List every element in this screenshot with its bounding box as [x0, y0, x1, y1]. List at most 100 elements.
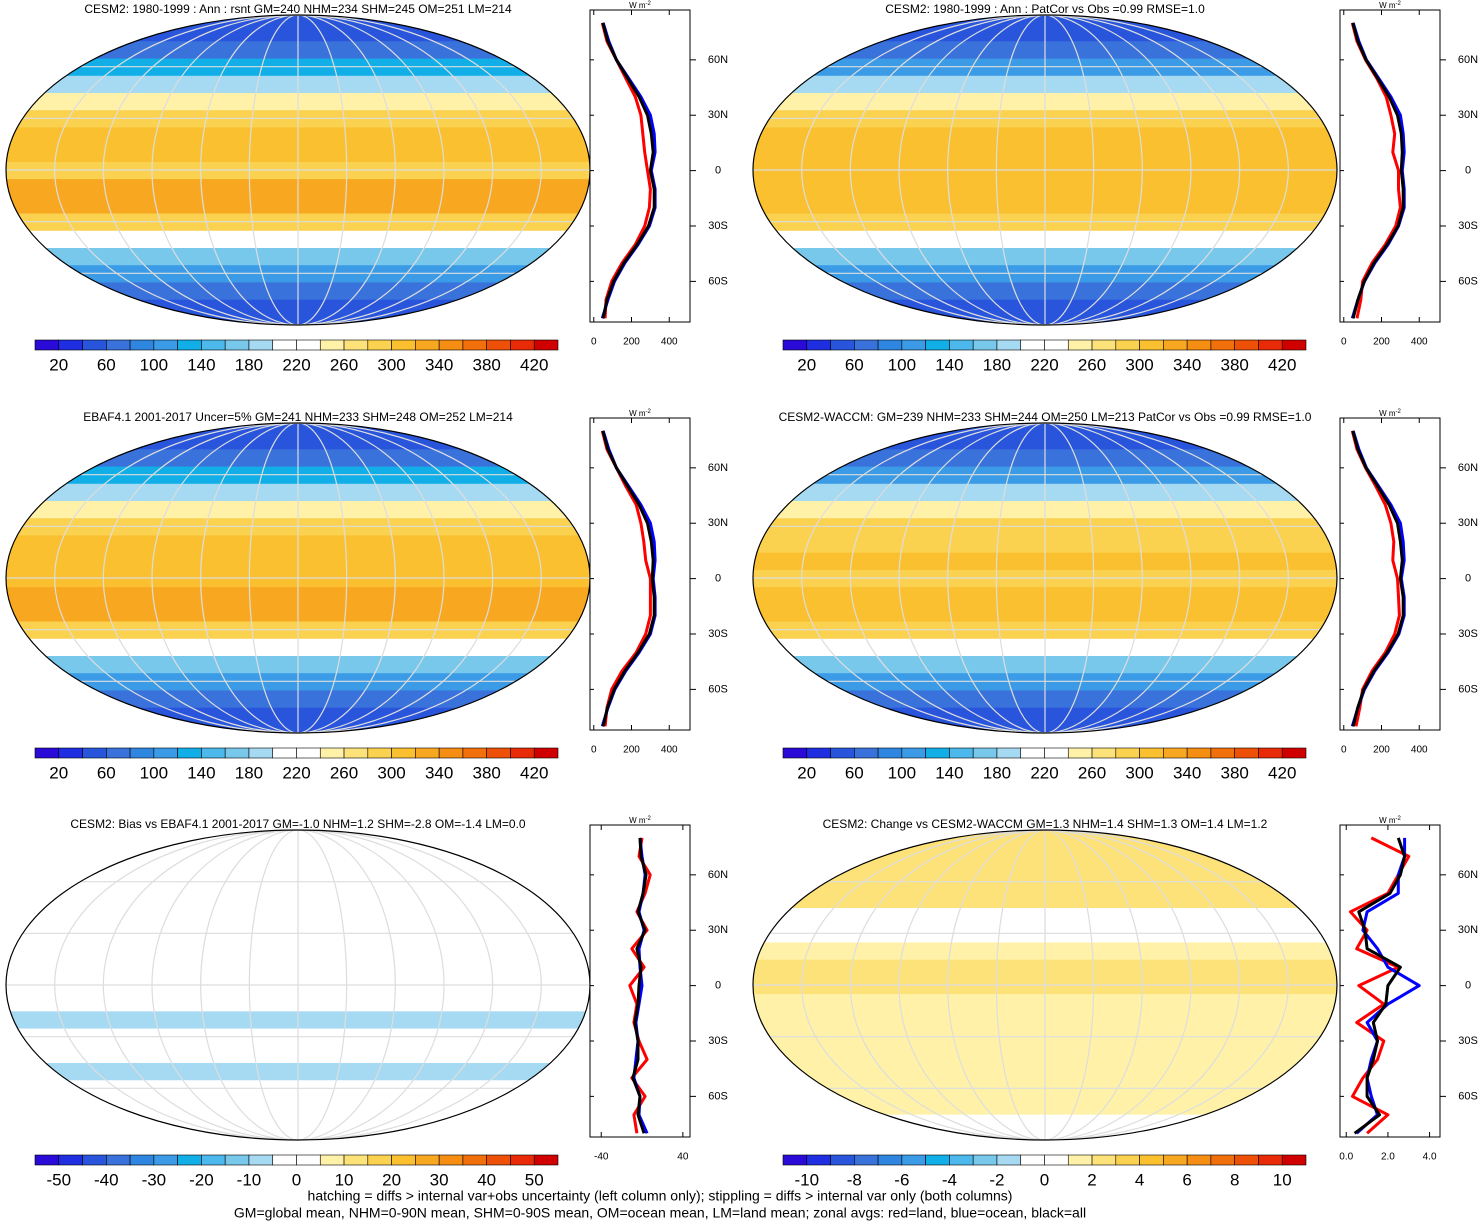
colorbar-box	[1139, 1154, 1164, 1166]
y-tick-label: 60N	[1458, 869, 1478, 881]
colorbar-box	[806, 1154, 831, 1166]
colorbar-tick-label: 60	[845, 355, 864, 374]
colorbar-box	[272, 747, 297, 759]
colorbar-box	[949, 747, 974, 759]
colorbar-tick-label: 20	[797, 763, 816, 782]
colorbar-box	[34, 1154, 60, 1166]
colorbar-box	[1020, 339, 1045, 351]
colorbar-box	[901, 747, 926, 759]
colorbar-box	[533, 339, 559, 351]
colorbar-box	[82, 339, 107, 351]
colorbar-box	[367, 747, 392, 759]
y-tick-label: 60N	[1458, 462, 1478, 474]
colorbar-box	[248, 1154, 274, 1166]
colorbar-box	[391, 747, 416, 759]
x-tick-label: 0	[1341, 337, 1347, 348]
colorbar-tick-label: 10	[335, 1170, 354, 1189]
x-tick-label: 0	[591, 745, 597, 756]
y-tick-label: 30N	[1458, 109, 1478, 121]
y-tick-label: 60S	[708, 275, 728, 287]
y-tick-label: 30S	[708, 628, 728, 640]
colorbar-box	[1258, 1154, 1283, 1166]
colorbar-tick-label: 420	[1268, 763, 1296, 782]
zonal-unit: W m-2	[629, 1, 651, 11]
colorbar-box	[248, 747, 274, 759]
y-tick-label: 30N	[1458, 517, 1478, 529]
colorbar-box	[1044, 747, 1069, 759]
colorbar-tick-label: 50	[525, 1170, 544, 1189]
colorbar-box	[438, 747, 464, 759]
colorbar-box	[972, 747, 998, 759]
colorbar-tick-label: 420	[520, 763, 548, 782]
colorbar-box	[415, 339, 440, 351]
colorbar-box	[438, 339, 464, 351]
colorbar-tick-label: 60	[97, 763, 116, 782]
colorbar-box	[1210, 747, 1235, 759]
y-tick-label: 30N	[708, 109, 728, 121]
colorbar-box	[129, 339, 155, 351]
colorbar-box	[996, 1154, 1022, 1166]
colorbar-box	[248, 339, 274, 351]
colorbar-tick-label: 180	[983, 763, 1011, 782]
colorbar-box	[319, 339, 345, 351]
colorbar-box	[82, 1154, 107, 1166]
x-tick-label: 400	[661, 745, 678, 756]
y-tick-label: 30S	[1458, 628, 1478, 640]
y-tick-label: 60N	[708, 462, 728, 474]
x-tick-label: 200	[1373, 337, 1390, 348]
colorbar-tick-label: 8	[1230, 1170, 1239, 1189]
colorbar-box	[272, 1154, 297, 1166]
colorbar-box	[153, 747, 178, 759]
colorbar-box	[949, 1154, 974, 1166]
colorbar-tick-label: 340	[1173, 763, 1201, 782]
colorbar-tick-label: -2	[989, 1170, 1004, 1189]
colorbar-tick-label: 0	[292, 1170, 301, 1189]
colorbar-box	[1067, 747, 1093, 759]
colorbar-box	[1186, 339, 1212, 351]
x-tick-label: 400	[1411, 337, 1428, 348]
colorbar-box	[34, 747, 60, 759]
y-tick-label: 60S	[1458, 683, 1478, 695]
colorbar-tick-label: 0	[1040, 1170, 1049, 1189]
colorbar-box	[391, 339, 416, 351]
colorbar-tick-label: -4	[942, 1170, 957, 1189]
colorbar-box	[1281, 339, 1307, 351]
colorbar-tick-label: -30	[142, 1170, 167, 1189]
map	[6, 830, 590, 1140]
zonal-unit: W m-2	[1379, 1, 1401, 11]
colorbar-box	[272, 339, 297, 351]
colorbar-tick-label: 60	[97, 355, 116, 374]
colorbar-tick-label: 10	[1273, 1170, 1292, 1189]
map-border	[752, 829, 1338, 1141]
colorbar-box	[1044, 339, 1069, 351]
colorbar-box	[1258, 747, 1283, 759]
colorbar-box	[854, 747, 879, 759]
colorbar-box	[106, 747, 131, 759]
colorbar-box	[901, 339, 926, 351]
colorbar-box	[462, 1154, 487, 1166]
colorbar-box	[877, 747, 903, 759]
colorbar-box	[1115, 1154, 1140, 1166]
colorbar-box	[343, 747, 369, 759]
colorbar-box	[830, 1154, 855, 1166]
colorbar-box	[201, 747, 226, 759]
colorbar-tick-label: 2	[1087, 1170, 1096, 1189]
colorbar-tick-label: 180	[235, 763, 263, 782]
colorbar-tick-label: 4	[1135, 1170, 1144, 1189]
colorbar-box	[1115, 339, 1140, 351]
y-tick-label: 60N	[1458, 54, 1478, 66]
colorbar-box	[1163, 747, 1188, 759]
y-tick-label: 60N	[708, 869, 728, 881]
colorbar-tick-label: -40	[94, 1170, 119, 1189]
colorbar-tick-label: -10	[237, 1170, 262, 1189]
colorbar-box	[782, 339, 808, 351]
colorbar-box	[830, 339, 855, 351]
map-border	[752, 422, 1338, 734]
colorbar-box	[1163, 339, 1188, 351]
colorbar-box	[925, 747, 950, 759]
colorbar-tick-label: -50	[46, 1170, 71, 1189]
zonal-line	[1351, 22, 1405, 319]
colorbar-box	[1281, 1154, 1307, 1166]
colorbar-box	[319, 747, 345, 759]
colorbar-box	[438, 1154, 464, 1166]
